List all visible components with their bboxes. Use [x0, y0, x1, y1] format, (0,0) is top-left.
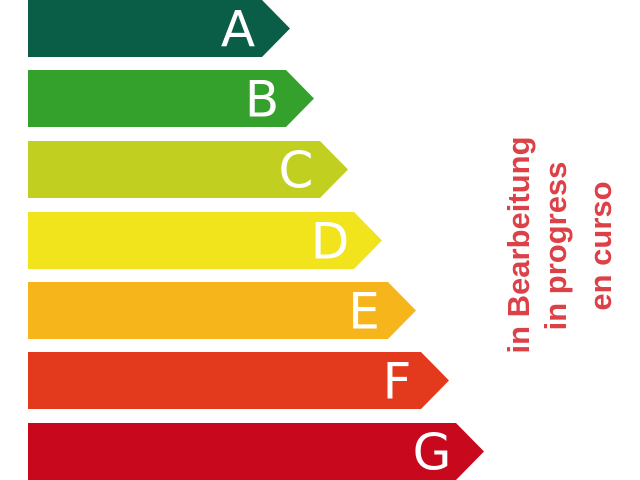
energy-class-letter-a: A — [221, 1, 255, 59]
energy-class-letter-d: D — [311, 213, 350, 271]
energy-class-letter-g: G — [413, 424, 452, 480]
energy-class-bar-g — [28, 423, 484, 480]
energy-class-bar-e — [28, 282, 416, 339]
energy-class-letter-f: F — [383, 353, 412, 411]
energy-class-bar-f — [28, 352, 449, 409]
status-text-es: en curso — [583, 181, 618, 310]
energy-class-letter-e: E — [348, 283, 380, 341]
energy-class-letter-b: B — [245, 71, 279, 129]
energy-class-bar-c — [28, 141, 348, 198]
energy-class-bar-d — [28, 212, 382, 269]
status-text-en: in progress — [538, 162, 573, 331]
energy-class-letter-c: C — [279, 142, 314, 200]
energy-class-bar-a — [28, 0, 290, 57]
energy-class-bar-b — [28, 70, 314, 127]
status-text-de: in Bearbeitung — [501, 136, 536, 353]
